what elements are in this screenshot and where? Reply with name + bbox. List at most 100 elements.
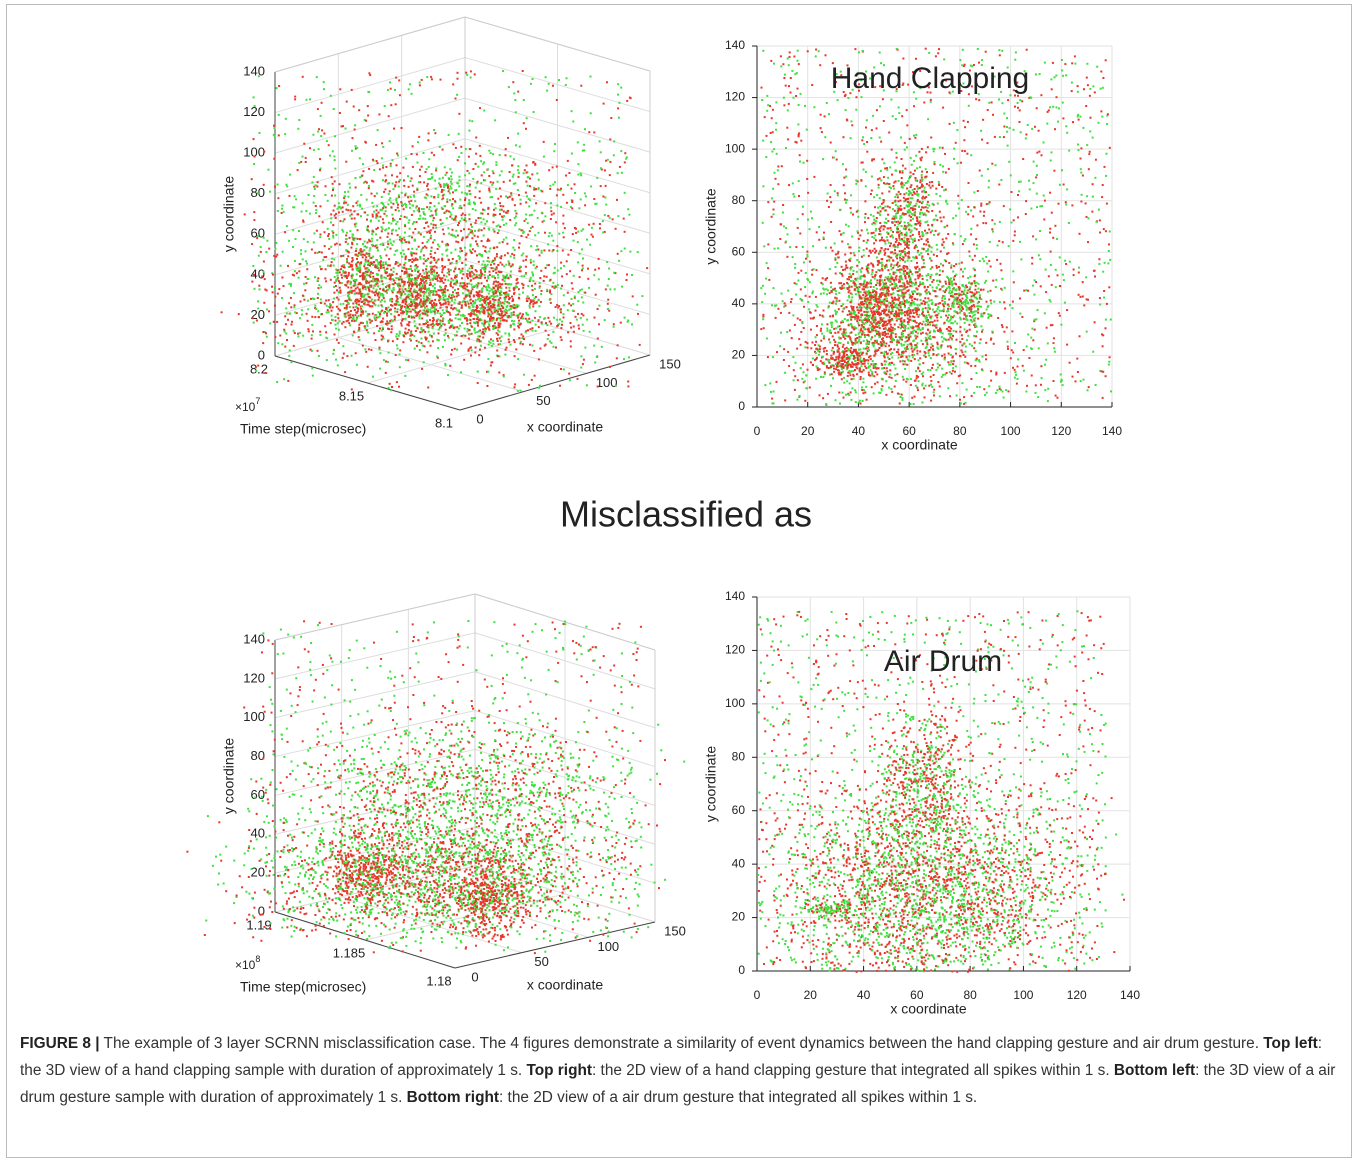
- event-dot: [447, 311, 449, 313]
- event-dot: [917, 316, 919, 318]
- event-dot: [1064, 302, 1066, 304]
- event-dot: [347, 191, 349, 193]
- event-dot: [459, 205, 461, 207]
- event-dot: [405, 307, 407, 309]
- event-dot: [522, 253, 524, 255]
- event-dot: [331, 195, 333, 197]
- event-dot: [304, 289, 306, 291]
- event-dot: [609, 366, 611, 368]
- event-dot: [359, 266, 361, 268]
- event-dot: [326, 359, 328, 361]
- event-dot: [591, 234, 593, 236]
- event-dot: [939, 364, 941, 366]
- event-dot: [313, 298, 315, 300]
- event-dot: [359, 300, 361, 302]
- event-dot: [507, 210, 509, 212]
- event-dot: [456, 274, 458, 276]
- event-dot: [462, 273, 464, 275]
- event-dot: [1075, 380, 1077, 382]
- event-dot: [535, 267, 537, 269]
- event-dot: [368, 348, 370, 350]
- event-dot: [538, 319, 540, 321]
- event-dot: [318, 128, 320, 130]
- event-dot: [601, 346, 603, 348]
- event-dot: [1002, 326, 1004, 328]
- event-dot: [465, 237, 467, 239]
- event-dot: [455, 230, 457, 232]
- event-dot: [428, 239, 430, 241]
- event-dot: [943, 310, 945, 312]
- event-dot: [491, 196, 493, 198]
- event-dot: [351, 275, 353, 277]
- event-dot: [1040, 365, 1042, 367]
- event-dot: [449, 216, 451, 218]
- event-dot: [353, 306, 355, 308]
- event-dot: [483, 161, 485, 163]
- event-dot: [415, 295, 417, 297]
- event-dot: [459, 303, 461, 305]
- event-dot: [580, 367, 582, 369]
- event-dot: [470, 229, 472, 231]
- event-dot: [414, 325, 416, 327]
- event-dot: [540, 293, 542, 295]
- event-dot: [490, 288, 492, 290]
- event-dot: [432, 340, 434, 342]
- event-dot: [412, 296, 414, 298]
- event-dot: [475, 220, 477, 222]
- event-dot: [434, 311, 436, 313]
- event-dot: [621, 172, 623, 174]
- event-dot: [799, 319, 801, 321]
- event-dot: [487, 240, 489, 242]
- event-dot: [806, 129, 808, 131]
- event-dot: [953, 122, 955, 124]
- event-dot: [471, 275, 473, 277]
- event-dot: [280, 265, 282, 267]
- event-dot: [331, 261, 333, 263]
- event-dot: [449, 294, 451, 296]
- event-dot: [471, 252, 473, 254]
- event-dot: [399, 264, 401, 266]
- event-dot: [460, 247, 462, 249]
- event-dot: [992, 114, 994, 116]
- event-dot: [617, 172, 619, 174]
- event-dot: [342, 303, 344, 305]
- event-dot: [309, 98, 311, 100]
- event-dot: [1083, 379, 1085, 381]
- event-dot: [543, 156, 545, 158]
- event-dot: [408, 222, 410, 224]
- event-dot: [356, 243, 358, 245]
- event-dot: [430, 300, 432, 302]
- event-dot: [489, 247, 491, 249]
- event-dot: [352, 205, 354, 207]
- event-dot: [364, 268, 366, 270]
- event-dot: [348, 291, 350, 293]
- event-dot: [371, 238, 373, 240]
- event-dot: [369, 322, 371, 324]
- event-dot: [339, 309, 341, 311]
- event-dot: [960, 162, 962, 164]
- event-dot: [572, 310, 574, 312]
- event-dot: [479, 145, 481, 147]
- event-dot: [411, 304, 413, 306]
- event-dot: [483, 227, 485, 229]
- event-dot: [425, 171, 427, 173]
- event-dot: [365, 351, 367, 353]
- event-dot: [1017, 102, 1019, 104]
- box-edge: [275, 17, 465, 72]
- event-dot: [938, 181, 940, 183]
- event-dot: [355, 187, 357, 189]
- event-dot: [460, 146, 462, 148]
- event-dot: [419, 84, 421, 86]
- event-dot: [560, 288, 562, 290]
- event-dot: [281, 208, 283, 210]
- event-dot: [1099, 297, 1101, 299]
- event-dot: [388, 307, 390, 309]
- event-dot: [477, 335, 479, 337]
- event-dot: [581, 296, 583, 298]
- event-dot: [320, 302, 322, 304]
- event-dot: [377, 283, 379, 285]
- event-dot: [823, 232, 825, 234]
- event-dot: [797, 318, 799, 320]
- event-dot: [414, 348, 416, 350]
- event-dot: [261, 276, 263, 278]
